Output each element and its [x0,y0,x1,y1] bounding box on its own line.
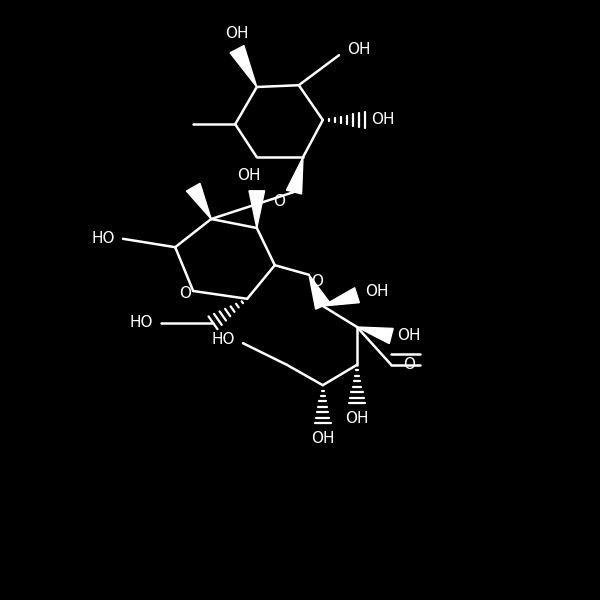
Text: OH: OH [345,411,369,426]
Text: OH: OH [371,113,394,127]
Text: O: O [311,275,323,289]
Text: OH: OH [237,168,261,183]
Text: OH: OH [347,41,370,56]
Text: HO: HO [130,316,153,330]
Polygon shape [249,191,265,228]
Text: O: O [403,357,415,372]
Text: O: O [179,286,191,301]
Text: HO: HO [212,331,235,346]
Polygon shape [309,275,330,309]
Text: OH: OH [365,283,388,298]
Text: OH: OH [225,26,249,41]
Polygon shape [187,184,211,219]
Text: OH: OH [311,431,335,446]
Polygon shape [286,157,303,194]
Text: OH: OH [397,329,421,343]
Text: HO: HO [92,231,115,246]
Text: O: O [273,193,285,208]
Polygon shape [323,288,359,306]
Polygon shape [357,327,393,344]
Polygon shape [230,46,257,87]
